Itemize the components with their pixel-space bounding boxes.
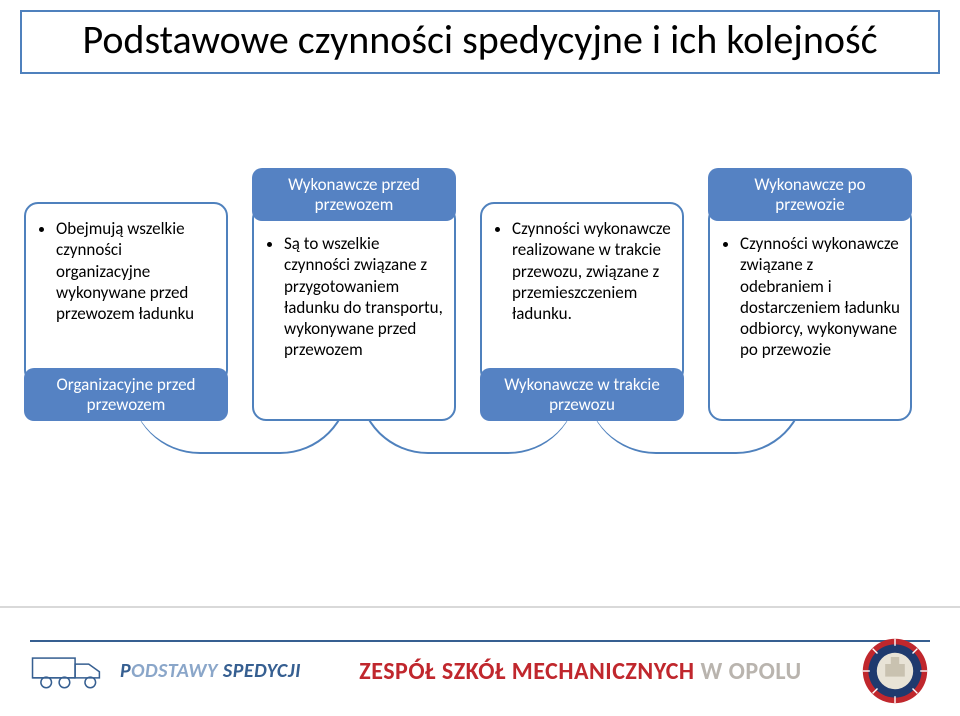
footer: PODSTAWY SPEDYCJI ZESPÓŁ SZKÓŁ MECHANICZ… — [0, 606, 960, 716]
brand-logo: PODSTAWY SPEDYCJI — [30, 652, 301, 690]
school-gray: W OPOLU — [695, 657, 802, 686]
stage-label: Wykonawcze przed przewozem — [252, 168, 456, 221]
stage-body: Obejmują wszelkie czynności organizacyjn… — [24, 202, 228, 384]
stage-label: Wykonawcze w trakcie przewozu — [480, 368, 684, 421]
page-title: Podstawowe czynności spedycyjne i ich ko… — [20, 10, 940, 74]
stage-label: Wykonawcze po przewozie — [708, 168, 912, 221]
truck-icon — [30, 652, 108, 690]
school-name: ZESPÓŁ SZKÓŁ MECHANICZNYCH W OPOLU — [301, 657, 860, 686]
stage-body: Czynności wykonawcze realizowane w trakc… — [480, 202, 684, 384]
stage-text: Czynności wykonawcze realizowane w trakc… — [512, 218, 672, 324]
process-diagram: Obejmują wszelkie czynności organizacyjn… — [0, 94, 960, 524]
stage-body: Są to wszelkie czynności związane z przy… — [252, 205, 456, 421]
stage-card-4: Wykonawcze po przewozie Czynności wykona… — [708, 168, 912, 421]
stage-text: Są to wszelkie czynności związane z przy… — [284, 233, 444, 361]
brand-light: ODSTAWY — [131, 659, 218, 683]
school-red: ZESPÓŁ SZKÓŁ MECHANICZNYCH — [359, 657, 694, 686]
stage-text: Obejmują wszelkie czynności organizacyjn… — [56, 218, 216, 324]
brand-prefix: P — [120, 659, 131, 683]
brand-text: PODSTAWY SPEDYCJI — [120, 659, 301, 683]
stage-body: Czynności wykonawcze związane z odebrani… — [708, 205, 912, 421]
stage-label: Organizacyjne przed przewozem — [24, 368, 228, 421]
stage-card-3: Czynności wykonawcze realizowane w trakc… — [480, 202, 684, 421]
stage-card-2: Wykonawcze przed przewozem Są to wszelki… — [252, 168, 456, 421]
stage-card-1: Obejmują wszelkie czynności organizacyjn… — [24, 202, 228, 421]
stage-text: Czynności wykonawcze związane z odebrani… — [740, 233, 900, 361]
school-emblem-icon — [860, 636, 930, 706]
brand-suffix: SPEDYCJI — [223, 659, 301, 683]
title-text: Podstawowe czynności spedycyjne i ich ko… — [82, 15, 877, 64]
